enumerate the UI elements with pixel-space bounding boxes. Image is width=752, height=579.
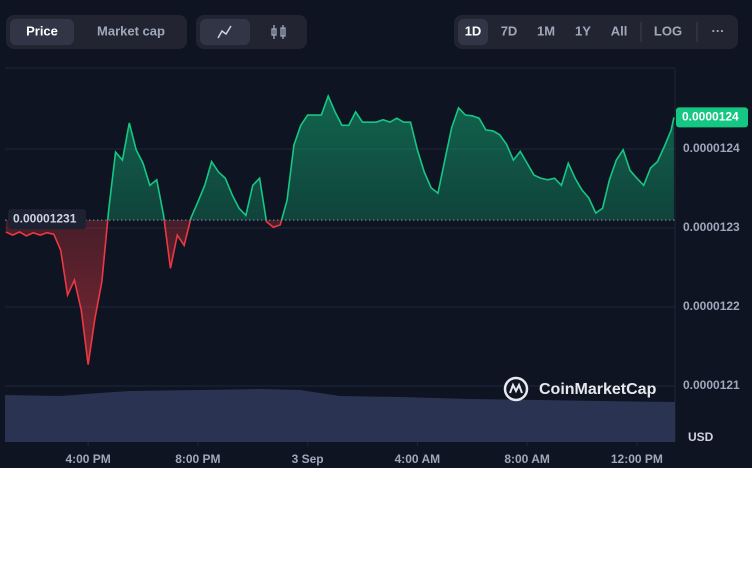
x-tick-label: 8:00 PM	[175, 452, 220, 466]
x-tick-label: 12:00 PM	[611, 452, 663, 466]
background	[0, 0, 752, 468]
x-tick-label: 3 Sep	[292, 452, 324, 466]
price-tag	[676, 107, 748, 128]
button-label[interactable]: LOG	[654, 23, 682, 38]
button-label[interactable]: 7D	[501, 23, 518, 38]
button-label[interactable]: Market cap	[97, 23, 165, 38]
area-below	[5, 220, 282, 365]
x-tick-label: 4:00 AM	[395, 452, 441, 466]
button-label[interactable]: All	[611, 23, 628, 38]
volume-area	[5, 389, 675, 442]
baseline-tag	[8, 209, 86, 230]
plot	[5, 93, 675, 387]
baseline-label: 0.00001231	[13, 211, 77, 225]
y-tick-label: 0.0000122	[683, 299, 740, 313]
candle-icon[interactable]	[271, 25, 286, 39]
y-tick-label: 0.0000124	[683, 141, 740, 155]
logo-mark	[509, 382, 523, 394]
button-label[interactable]: 1M	[537, 23, 555, 38]
price-tag-label: 0.0000124	[682, 110, 739, 124]
button-label[interactable]: Price	[26, 23, 58, 38]
y-tick-label: 0.0000121	[683, 378, 740, 392]
active-button[interactable]	[10, 19, 74, 45]
watermark: CoinMarketCap	[539, 381, 657, 398]
line-button[interactable]	[200, 19, 250, 45]
y-unit: USD	[688, 430, 714, 444]
y-tick-label: 0.0000123	[683, 220, 740, 234]
area-above	[5, 96, 674, 221]
logo	[503, 376, 529, 402]
active-button[interactable]	[458, 19, 488, 45]
button-label[interactable]: 1D	[465, 23, 482, 38]
button-label[interactable]: 1Y	[575, 23, 591, 38]
range-toggle	[454, 15, 738, 49]
price-line	[106, 93, 675, 221]
x-tick-label: 8:00 AM	[504, 452, 550, 466]
button-label[interactable]: ···	[712, 23, 725, 38]
line-icon	[217, 25, 232, 39]
x-tick-label: 4:00 PM	[65, 452, 110, 466]
